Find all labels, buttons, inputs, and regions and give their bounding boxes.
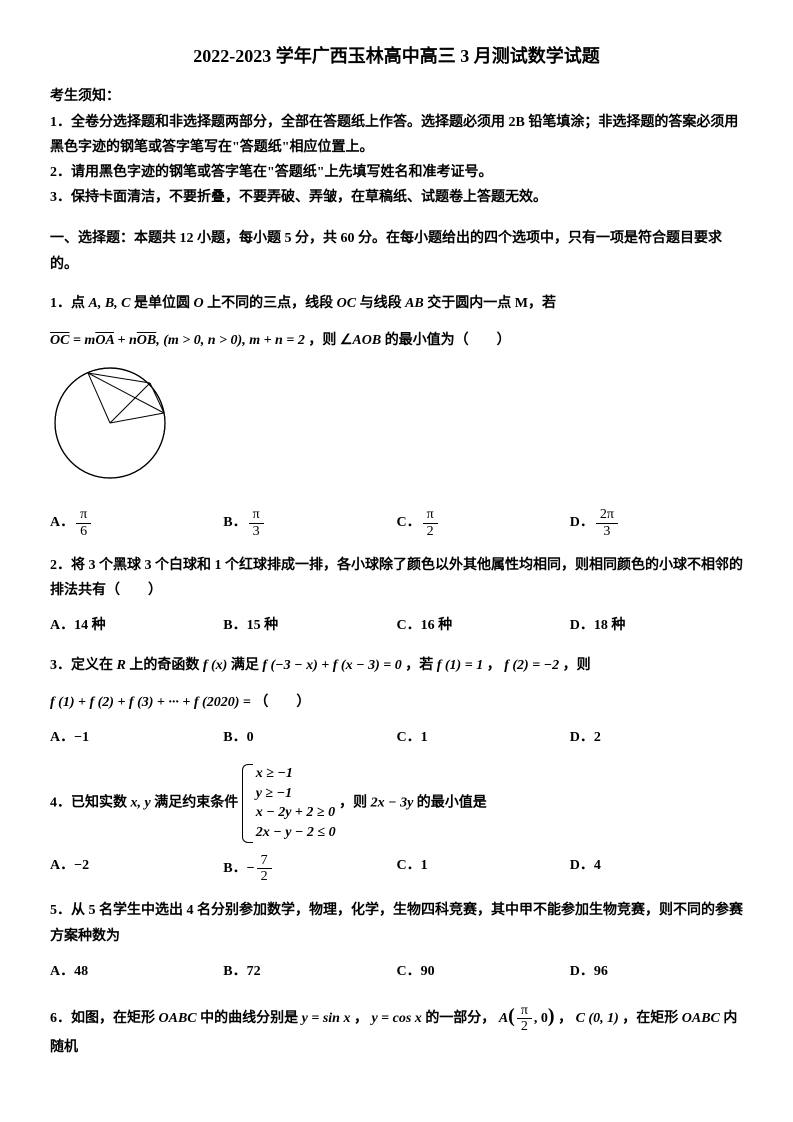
q1-line2-b: 的最小值为（ ） — [385, 333, 511, 348]
q3-f1: f (1) = 1 — [437, 658, 483, 673]
q6-stem-f: ，在矩形 — [622, 1011, 678, 1026]
q4-option-d: D．4 — [570, 853, 743, 885]
q3-stem-e: ， — [487, 658, 501, 673]
q6-A: A — [499, 1011, 508, 1026]
q6-stem-c: ， — [354, 1011, 368, 1026]
q5-option-b: B．72 — [223, 959, 396, 984]
circle-figure — [50, 363, 180, 488]
q1-angle: ∠AOB — [340, 333, 385, 348]
question-5: 5．从 5 名学生中选出 4 名分别参加数学，物理，化学，生物四科竞赛，其中甲不… — [50, 898, 743, 948]
q3-sum: f (1) + f (2) + f (3) + ··· + f (2020) = — [50, 695, 254, 710]
q4-stem-d: 的最小值是 — [417, 796, 487, 811]
notice-item-3: 3．保持卡面清洁，不要折叠，不要弄破、弄皱，在草稿纸、试题卷上答题无效。 — [50, 185, 743, 210]
q4-options: A．−2 B．−72 C．1 D．4 — [50, 853, 743, 885]
q3-eq1: f (−3 − x) + f (x − 3) = 0 — [262, 658, 401, 673]
q1-O: O — [194, 296, 208, 311]
q3-option-d: D．2 — [570, 725, 743, 750]
q4-stem-b: 满足约束条件 — [154, 796, 238, 811]
q4-xy: x, y — [131, 796, 155, 811]
q6-stem-d: 的一部分， — [425, 1011, 495, 1026]
question-4: 4．已知实数 x, y 满足约束条件 x ≥ −1 y ≥ −1 x − 2y … — [50, 764, 743, 842]
q1-stem-a: 1．点 — [50, 296, 85, 311]
q6-stem-b: 中的曲线分别是 — [200, 1011, 298, 1026]
q6-sin: y = sin x — [302, 1011, 351, 1026]
q1-OC: OC — [337, 296, 360, 311]
q1-points: A, B, C — [89, 296, 135, 311]
q4-option-a: A．−2 — [50, 853, 223, 885]
q1-line2-a: ，则 — [308, 333, 336, 348]
q6-stem-e: ， — [558, 1011, 572, 1026]
q4-stem-c: ，则 — [339, 796, 367, 811]
q1-AB: AB — [405, 296, 427, 311]
q6-C: C (0, 1) — [576, 1011, 619, 1026]
q4-option-c: C．1 — [397, 853, 570, 885]
question-1: 1．点 A, B, C 是单位圆 O 上不同的三点，线段 OC 与线段 AB 交… — [50, 291, 743, 316]
q2-option-a: A．14 种 — [50, 613, 223, 638]
q3-R: R — [117, 658, 130, 673]
q1-stem-c: 上不同的三点，线段 — [207, 296, 333, 311]
q1-stem-b: 是单位圆 — [134, 296, 190, 311]
q1-option-c: C．π2 — [397, 507, 570, 539]
q6-OABC2: OABC — [682, 1011, 724, 1026]
q1-option-b: B．π3 — [223, 507, 396, 539]
q4-constraints: x ≥ −1 y ≥ −1 x − 2y + 2 ≥ 0 2x − y − 2 … — [242, 764, 336, 842]
q1-options: A．π6 B．π3 C．π2 D．2π3 — [50, 507, 743, 539]
q5-option-a: A．48 — [50, 959, 223, 984]
question-2: 2．将 3 个黑球 3 个白球和 1 个红球排成一排，各小球除了颜色以外其他属性… — [50, 553, 743, 603]
q6-stem-a: 6．如图，在矩形 — [50, 1011, 155, 1026]
q3-line2: f (1) + f (2) + f (3) + ··· + f (2020) =… — [50, 690, 743, 715]
question-6: 6．如图，在矩形 OABC 中的曲线分别是 y = sin x ， y = co… — [50, 998, 743, 1060]
notice-item-2: 2．请用黑色字迹的钢笔或答字笔在"答题纸"上先填写姓名和准考证号。 — [50, 160, 743, 185]
q3-f2: f (2) = −2 — [504, 658, 559, 673]
q4-stem-a: 4．已知实数 — [50, 796, 127, 811]
exam-title: 2022-2023 学年广西玉林高中高三 3 月测试数学试题 — [50, 40, 743, 72]
q3-stem-a: 3．定义在 — [50, 658, 113, 673]
q1-option-d: D．2π3 — [570, 507, 743, 539]
section-1-header: 一、选择题：本题共 12 小题，每小题 5 分，共 60 分。在每小题给出的四个… — [50, 226, 743, 276]
q1-eq: OC = mOA + nOB, (m > 0, n > 0), m + n = … — [50, 333, 305, 348]
q3-stem-f: ，则 — [563, 658, 591, 673]
q1-diagram — [50, 363, 743, 497]
q5-option-d: D．96 — [570, 959, 743, 984]
q3-stem-d: ，若 — [405, 658, 433, 673]
q4-option-b: B．−72 — [223, 853, 396, 885]
q3-option-b: B．0 — [223, 725, 396, 750]
q2-options: A．14 种 B．15 种 C．16 种 D．18 种 — [50, 613, 743, 638]
q3-option-c: C．1 — [397, 725, 570, 750]
q1-stem-e: 交于圆内一点 M，若 — [427, 296, 556, 311]
question-3: 3．定义在 R 上的奇函数 f (x) 满足 f (−3 − x) + f (x… — [50, 653, 743, 678]
q3-option-a: A．−1 — [50, 725, 223, 750]
q3-stem-b: 上的奇函数 — [129, 658, 199, 673]
q5-option-c: C．90 — [397, 959, 570, 984]
q3-stem-c: 满足 — [231, 658, 259, 673]
q3-blank: （ ） — [254, 695, 310, 710]
q6-OABC1: OABC — [159, 1011, 201, 1026]
q5-options: A．48 B．72 C．90 D．96 — [50, 959, 743, 984]
q1-line2: OC = mOA + nOB, (m > 0, n > 0), m + n = … — [50, 328, 743, 353]
notice-item-1: 1．全卷分选择题和非选择题两部分，全部在答题纸上作答。选择题必须用 2B 铅笔填… — [50, 110, 743, 160]
q6-cos: y = cos x — [371, 1011, 425, 1026]
q3-options: A．−1 B．0 C．1 D．2 — [50, 725, 743, 750]
q2-option-b: B．15 种 — [223, 613, 396, 638]
q1-option-a: A．π6 — [50, 507, 223, 539]
notice-header: 考生须知： — [50, 84, 743, 109]
q2-option-c: C．16 种 — [397, 613, 570, 638]
q2-option-d: D．18 种 — [570, 613, 743, 638]
q1-stem-d: 与线段 — [360, 296, 402, 311]
q4-obj: 2x − 3y — [371, 796, 417, 811]
q3-fx: f (x) — [203, 658, 231, 673]
